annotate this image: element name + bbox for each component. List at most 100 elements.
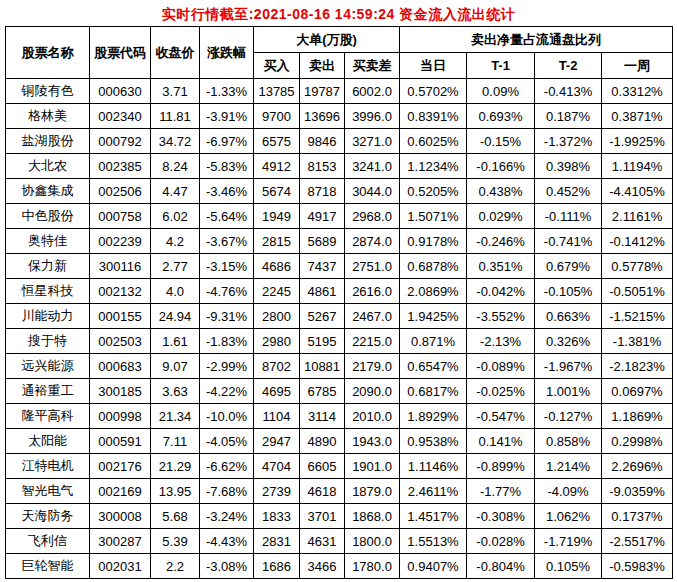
cell-buy-volume: 2831 [254,529,300,554]
cell-stock-code: 000998 [90,404,151,429]
cell-buy-volume: 2739 [254,479,300,504]
cell-close-price: 11.81 [151,104,200,129]
cell-ratio-day: 0.5205% [400,179,467,204]
cell-ratio-week: -1.9925% [602,129,673,154]
cell-close-price: 13.95 [151,479,200,504]
cell-ratio-t1: -0.089% [467,354,535,379]
cell-close-price: 24.94 [151,304,200,329]
cell-ratio-t2: 0.187% [535,104,602,129]
cell-ratio-week: 0.2998% [602,429,673,454]
cell-stock-name: 智光电气 [6,479,90,504]
cell-ratio-week: -2.5517% [602,529,673,554]
table-row: 太阳能0005917.11-4.05%294748901943.00.9538%… [6,429,673,454]
cell-ratio-day: 0.6817% [400,379,467,404]
cell-ratio-t1: -1.77% [467,479,535,504]
cell-buy-sell-diff: 2751.0 [345,254,400,279]
cell-buy-sell-diff: 1868.0 [345,504,400,529]
cell-stock-name: 协鑫集成 [6,179,90,204]
cell-ratio-week: -9.0359% [602,479,673,504]
cell-sell-volume: 4861 [300,279,345,304]
table-row: 奥特佳0022394.2-3.67%281556892874.00.9178%-… [6,229,673,254]
cell-stock-name: 天海防务 [6,504,90,529]
cell-buy-sell-diff: 2215.0 [345,329,400,354]
cell-sell-volume: 13696 [300,104,345,129]
cell-ratio-t2: -0.413% [535,79,602,104]
cell-stock-name: 搜于特 [6,329,90,354]
cell-close-price: 3.71 [151,79,200,104]
cell-stock-name: 盐湖股份 [6,129,90,154]
capital-flow-table: 股票名称 股票代码 收盘价 涨跌幅 大单(万股) 卖出净量占流通盘比列 买入 卖… [5,26,673,579]
header-buy-sell-diff: 买卖差 [345,53,400,79]
header-day: 当日 [400,53,467,79]
cell-stock-code: 300287 [90,529,151,554]
cell-buy-sell-diff: 1780.0 [345,554,400,579]
cell-buy-sell-diff: 1800.0 [345,529,400,554]
cell-stock-code: 300185 [90,379,151,404]
table-row: 恒星科技0021324.0-4.76%224548612616.02.0869%… [6,279,673,304]
cell-close-price: 8.24 [151,154,200,179]
cell-ratio-t1: -0.028% [467,529,535,554]
header-stock-code: 股票代码 [90,27,151,79]
cell-sell-volume: 3701 [300,504,345,529]
cell-buy-sell-diff: 2616.0 [345,279,400,304]
cell-change-pct: -4.43% [200,529,254,554]
cell-ratio-day: 1.9425% [400,304,467,329]
cell-buy-sell-diff: 2179.0 [345,354,400,379]
cell-stock-name: 隆平高科 [6,404,90,429]
cell-change-pct: -10.0% [200,404,254,429]
cell-buy-volume: 4912 [254,154,300,179]
cell-buy-volume: 4704 [254,454,300,479]
cell-ratio-day: 0.8391% [400,104,467,129]
cell-ratio-t1: -0.166% [467,154,535,179]
cell-ratio-week: -4.4105% [602,179,673,204]
cell-sell-volume: 6605 [300,454,345,479]
cell-buy-volume: 4695 [254,379,300,404]
header-big-order-group: 大单(万股) [254,27,400,53]
cell-change-pct: -9.31% [200,304,254,329]
cell-ratio-t2: 0.858% [535,429,602,454]
cell-sell-volume: 3114 [300,404,345,429]
cell-close-price: 5.39 [151,529,200,554]
cell-change-pct: -7.68% [200,479,254,504]
cell-ratio-day: 2.4611% [400,479,467,504]
cell-ratio-week: -2.1823% [602,354,673,379]
table-row: 通裕重工3001853.63-4.22%469567852090.00.6817… [6,379,673,404]
cell-buy-volume: 6575 [254,129,300,154]
cell-buy-sell-diff: 1879.0 [345,479,400,504]
cell-ratio-t2: 0.105% [535,554,602,579]
cell-stock-code: 300116 [90,254,151,279]
cell-change-pct: -3.91% [200,104,254,129]
cell-change-pct: -3.15% [200,254,254,279]
cell-ratio-day: 1.4517% [400,504,467,529]
cell-sell-volume: 10881 [300,354,345,379]
cell-buy-sell-diff: 2010.0 [345,404,400,429]
cell-stock-name: 保力新 [6,254,90,279]
cell-buy-volume: 1833 [254,504,300,529]
cell-change-pct: -3.08% [200,554,254,579]
cell-ratio-t1: 0.438% [467,179,535,204]
cell-ratio-week: 0.1737% [602,504,673,529]
cell-stock-name: 恒星科技 [6,279,90,304]
cell-buy-sell-diff: 6002.0 [345,79,400,104]
cell-change-pct: -4.22% [200,379,254,404]
cell-ratio-day: 0.5702% [400,79,467,104]
cell-sell-volume: 9846 [300,129,345,154]
cell-ratio-day: 1.1146% [400,454,467,479]
table-row: 搜于特0025031.61-1.83%298051952215.00.871%-… [6,329,673,354]
cell-close-price: 7.11 [151,429,200,454]
cell-change-pct: -1.83% [200,329,254,354]
cell-stock-code: 002385 [90,154,151,179]
cell-ratio-t1: 0.351% [467,254,535,279]
cell-change-pct: -3.24% [200,504,254,529]
header-t2: T-2 [535,53,602,79]
cell-stock-code: 002132 [90,279,151,304]
cell-ratio-t2: -0.111% [535,204,602,229]
cell-ratio-day: 0.6025% [400,129,467,154]
cell-close-price: 9.07 [151,354,200,379]
cell-ratio-t1: -0.547% [467,404,535,429]
cell-ratio-t2: 1.001% [535,379,602,404]
cell-buy-volume: 4686 [254,254,300,279]
cell-sell-volume: 6785 [300,379,345,404]
cell-stock-code: 300008 [90,504,151,529]
cell-ratio-week: 0.0697% [602,379,673,404]
